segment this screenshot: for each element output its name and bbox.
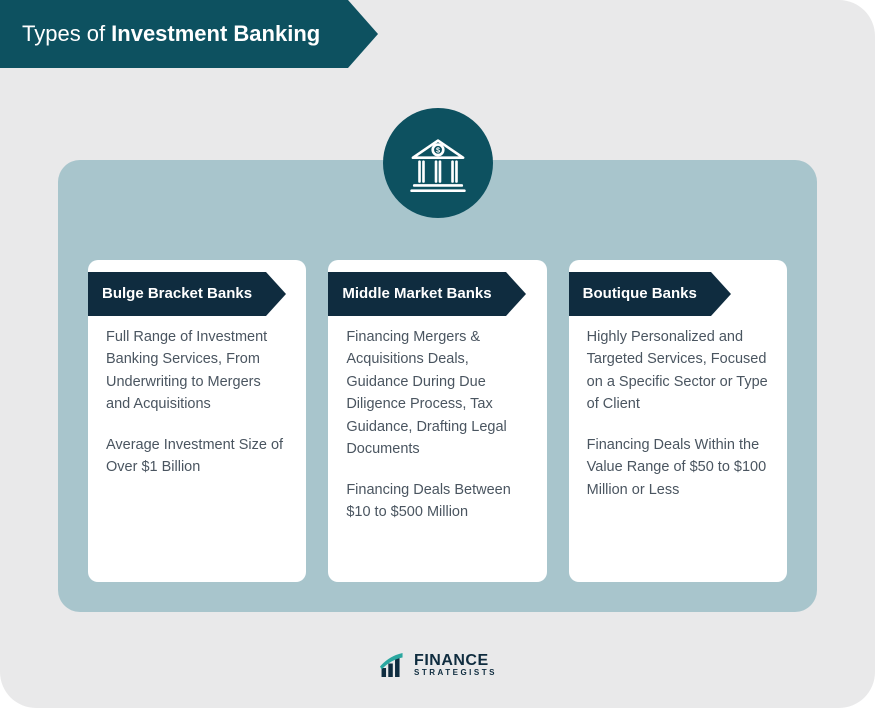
svg-text:$: $: [435, 145, 439, 154]
card-middle-market: Middle Market Banks Financing Mergers & …: [328, 260, 546, 582]
card-paragraph: Average Investment Size of Over $1 Billi…: [106, 434, 288, 479]
content-box: Bulge Bracket Banks Full Range of Invest…: [58, 160, 817, 612]
card-header-label: Bulge Bracket Banks: [102, 282, 252, 305]
card-paragraph: Financing Deals Between $10 to $500 Mill…: [346, 479, 528, 524]
card-bulge-bracket: Bulge Bracket Banks Full Range of Invest…: [88, 260, 306, 582]
title-prefix: Types of: [22, 21, 105, 47]
card-header-label: Boutique Banks: [583, 282, 697, 305]
card-paragraph: Financing Mergers & Acquisitions Deals, …: [346, 326, 528, 461]
card-paragraph: Full Range of Investment Banking Service…: [106, 326, 288, 416]
card-header: Bulge Bracket Banks: [88, 272, 266, 316]
card-header: Boutique Banks: [569, 272, 711, 316]
bank-building-icon: $: [405, 130, 471, 196]
logo-brand-top: FINANCE: [414, 653, 497, 669]
logo-brand-bottom: STRATEGISTS: [414, 669, 497, 677]
infographic-canvas: Types of Investment Banking $ Bulge Bra: [0, 0, 875, 708]
card-header: Middle Market Banks: [328, 272, 505, 316]
logo-mark-icon: [378, 650, 408, 680]
card-header-label: Middle Market Banks: [342, 282, 491, 305]
card-boutique: Boutique Banks Highly Personalized and T…: [569, 260, 787, 582]
card-paragraph: Highly Personalized and Targeted Service…: [587, 326, 769, 416]
card-paragraph: Financing Deals Within the Value Range o…: [587, 434, 769, 501]
bank-icon-circle: $: [383, 108, 493, 218]
title-banner: Types of Investment Banking: [0, 0, 348, 68]
title-bold: Investment Banking: [111, 21, 320, 47]
logo-text: FINANCE STRATEGISTS: [414, 653, 497, 677]
footer-logo: FINANCE STRATEGISTS: [378, 650, 497, 680]
